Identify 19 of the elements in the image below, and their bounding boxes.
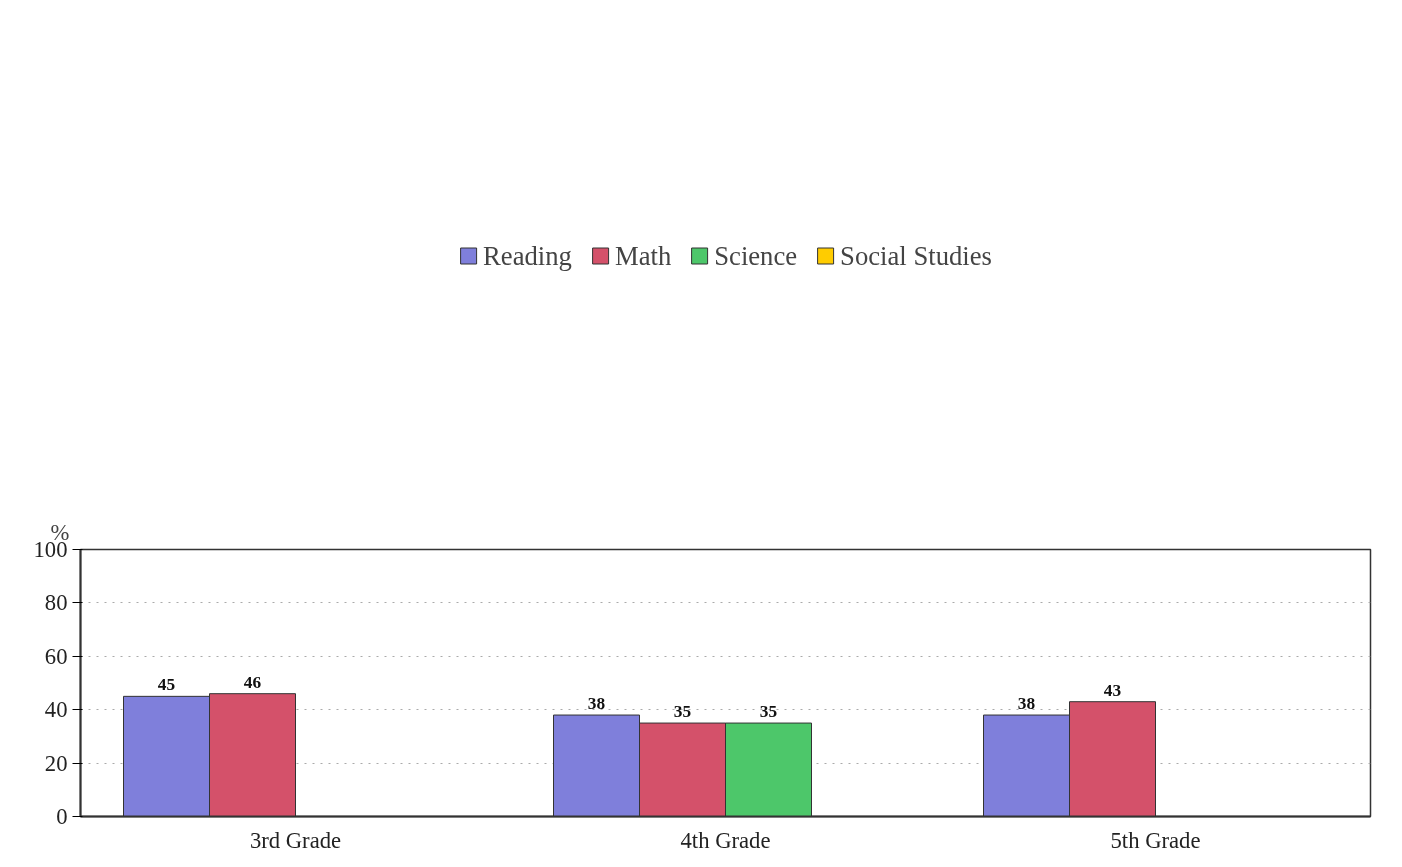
data-label: 38 (587, 694, 606, 714)
legend-label: Reading (483, 240, 572, 272)
data-label: 38 (1017, 694, 1036, 714)
y-tick-label: 80 (44, 590, 68, 616)
x-tick-label: 4th Grade (680, 827, 771, 853)
y-tick-label: 60 (44, 643, 68, 669)
legend-label: Math (614, 240, 672, 272)
y-tick-label: 0 (56, 804, 68, 829)
legend-label: Social Studies (840, 240, 992, 272)
data-label: 43 (1103, 680, 1122, 700)
data-label: 35 (673, 702, 692, 722)
data-label: 46 (243, 672, 262, 692)
legend-label: Science (714, 240, 798, 272)
data-label: 35 (759, 702, 778, 722)
y-tick-label: 20 (44, 750, 68, 776)
data-label: 45 (157, 675, 176, 695)
y-tick-label: 40 (44, 697, 68, 723)
x-tick-label: 5th Grade (1110, 827, 1201, 853)
x-tick-label: 3rd Grade (249, 827, 342, 853)
